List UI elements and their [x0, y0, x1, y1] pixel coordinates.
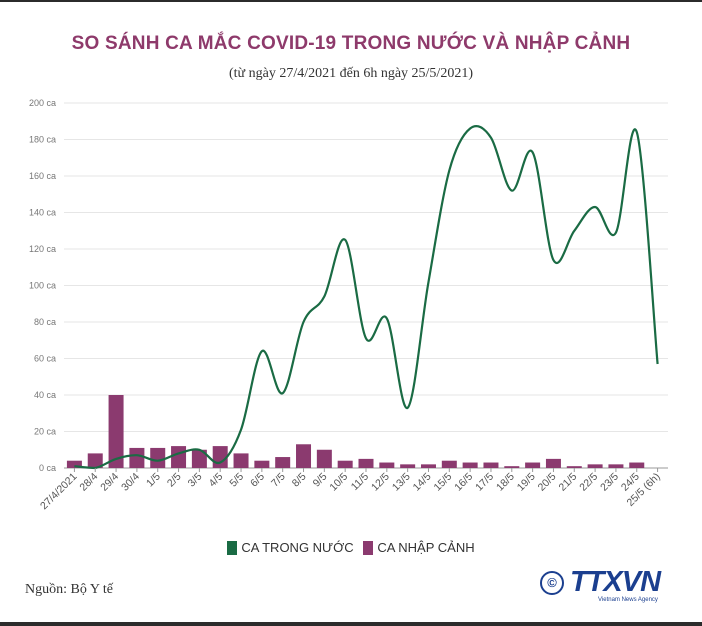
bar-imported [483, 462, 499, 468]
grid [64, 102, 668, 469]
domestic-line [74, 125, 659, 470]
x-tick-label: 19/5 [515, 471, 538, 494]
x-tick-label: 6/5 [248, 471, 267, 490]
bar-imported [441, 460, 457, 468]
legend-item-domestic: CA TRONG NƯỚC [227, 540, 354, 555]
x-tick-label: 11/5 [349, 471, 371, 493]
y-tick-label: 140 ca [29, 208, 56, 218]
x-tick-label: 14/5 [411, 471, 434, 494]
bar-imported [171, 446, 187, 468]
x-tick-label: 5/5 [227, 471, 246, 490]
copyright-icon: © [540, 571, 564, 595]
legend-item-imported: CA NHẬP CẢNH [363, 540, 475, 555]
x-tick-label: 20/5 [536, 471, 559, 494]
x-tick-label: 8/5 [290, 471, 309, 490]
x-tick-label: 2/5 [165, 471, 184, 490]
y-tick-label: 120 ca [29, 244, 56, 254]
bar-imported [191, 449, 207, 468]
bar-imported [504, 466, 520, 468]
x-tick-label: 27/4/2021 [38, 471, 80, 513]
x-tick-label: 21/5 [556, 471, 579, 494]
bar-imported [129, 447, 145, 468]
ttxvn-logo: © TTXVN Vietnam News Agency [540, 566, 680, 606]
legend-label-imported: CA NHẬP CẢNH [377, 540, 475, 555]
x-tick-label: 18/5 [494, 471, 517, 494]
legend: CA TRONG NƯỚC CA NHẬP CẢNH [0, 540, 702, 558]
bar-imported [587, 464, 603, 468]
x-tick-label: 9/5 [311, 471, 330, 490]
bar-imported [108, 395, 124, 468]
bar-imported [462, 462, 478, 468]
logo-text: TTXVN [570, 566, 661, 598]
bar-imported [629, 462, 645, 468]
legend-swatch-imported [363, 540, 374, 555]
y-tick-label: 0 ca [39, 463, 56, 473]
y-tick-label: 60 ca [34, 354, 56, 364]
x-tick-label: 17/5 [473, 471, 496, 494]
chart-title: SO SÁNH CA MẮC COVID-19 TRONG NƯỚC VÀ NH… [71, 33, 631, 54]
x-tick-label: 13/5 [390, 471, 413, 494]
x-tick-label: 29/4 [98, 471, 121, 494]
source-note: Nguồn: Bộ Y tế [25, 582, 114, 597]
x-tick-label: 1/5 [144, 471, 163, 490]
bar-imported [337, 460, 353, 468]
y-tick-label: 160 ca [29, 171, 56, 181]
y-tick-label: 100 ca [29, 281, 56, 291]
bar-imported [87, 453, 103, 468]
x-tick-label: 15/5 [431, 471, 454, 494]
top-border [0, 0, 702, 2]
x-tick-label: 28/4 [77, 471, 100, 494]
bar-imported [545, 458, 561, 468]
bar-imported [566, 466, 582, 468]
bar-imported [254, 460, 270, 468]
legend-label-domestic: CA TRONG NƯỚC [241, 540, 354, 555]
x-tick-label: 30/4 [119, 471, 142, 494]
bar-imported [379, 462, 395, 468]
y-tick-label: 180 ca [29, 135, 56, 145]
x-tick-label: 10/5 [327, 471, 350, 494]
bar-imported [525, 462, 541, 468]
x-tick-label: 4/5 [207, 471, 226, 490]
y-tick-label: 40 ca [34, 390, 56, 400]
bar-imported [296, 444, 312, 468]
y-tick-label: 20 ca [34, 427, 56, 437]
chart-subtitle: (từ ngày 27/4/2021 đến 6h ngày 25/5/2021… [228, 66, 473, 81]
bar-imported [275, 457, 291, 468]
x-tick-label: 22/5 [577, 471, 600, 494]
bar-imported [233, 453, 249, 468]
logo-subtext: Vietnam News Agency [598, 597, 658, 603]
bar-imported [420, 464, 436, 468]
x-tick-label: 3/5 [186, 471, 205, 490]
y-axis: 0 ca 20 ca 40 ca 60 ca 80 ca 100 ca 120 ca 140 … [29, 98, 56, 473]
legend-swatch-domestic [227, 540, 238, 555]
bar-imported [608, 464, 624, 468]
x-tick-label: 16/5 [452, 471, 475, 494]
x-tick-label: 12/5 [369, 471, 392, 494]
bar-imported [358, 458, 374, 468]
y-tick-label: 200 ca [29, 98, 56, 108]
bar-imported [400, 464, 416, 468]
y-tick-label: 80 ca [34, 317, 56, 327]
line-domestic [74, 125, 659, 470]
bottom-border [0, 622, 702, 626]
bar-imported [66, 460, 82, 468]
bar-imported [150, 447, 166, 468]
bar-imported [316, 449, 332, 468]
x-tick-label: 7/5 [269, 471, 288, 490]
x-tick-label: 23/5 [598, 471, 621, 494]
